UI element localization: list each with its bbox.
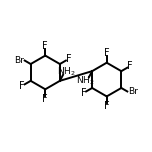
Text: F: F: [19, 81, 25, 91]
Text: F: F: [42, 41, 48, 51]
Text: Br: Br: [128, 87, 138, 96]
Text: F: F: [81, 88, 86, 98]
Text: NH$_2$: NH$_2$: [57, 65, 76, 78]
Text: NH$_2$: NH$_2$: [76, 74, 95, 87]
Text: F: F: [127, 61, 133, 71]
Text: F: F: [104, 101, 110, 111]
Text: F: F: [42, 94, 48, 104]
Text: Br: Br: [14, 56, 24, 65]
Text: F: F: [66, 54, 71, 64]
Text: F: F: [104, 48, 110, 58]
